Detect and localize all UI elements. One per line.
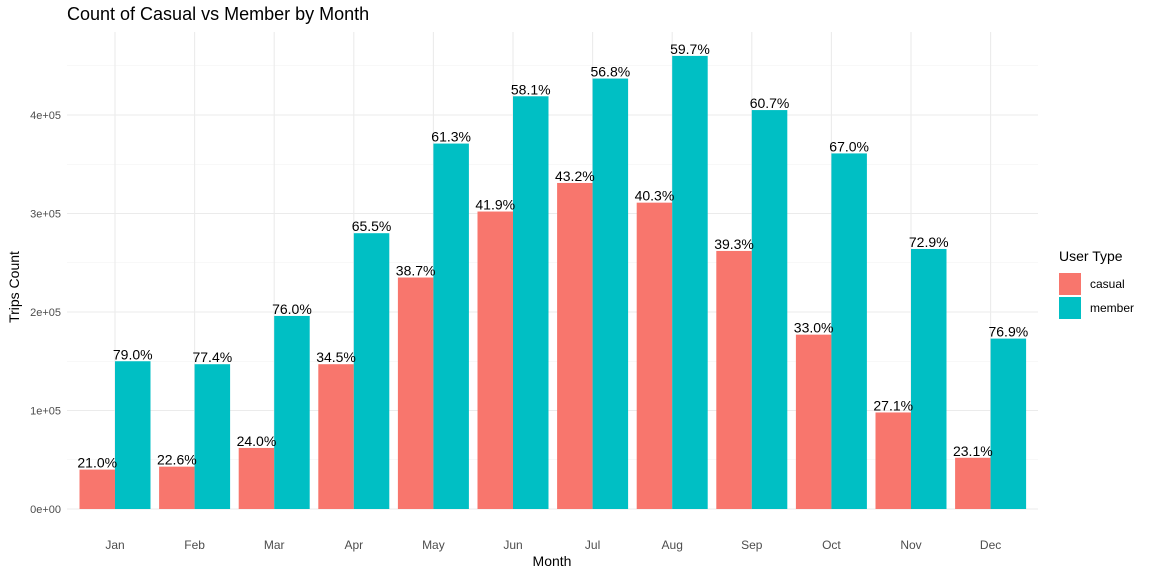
data-label-casual-jul: 43.2% bbox=[555, 168, 595, 184]
data-label-member-jul: 56.8% bbox=[590, 64, 630, 80]
y-tick-label: 1e+05 bbox=[30, 406, 61, 418]
x-axis-title: Month bbox=[533, 553, 572, 569]
data-label-member-jun: 58.1% bbox=[511, 81, 551, 97]
data-label-casual-mar: 24.0% bbox=[237, 433, 277, 449]
bar-member-aug bbox=[672, 55, 708, 510]
data-label-casual-apr: 34.5% bbox=[316, 349, 356, 365]
legend-item-member: member bbox=[1059, 296, 1134, 320]
data-label-member-feb: 77.4% bbox=[192, 349, 232, 365]
legend-item-casual: casual bbox=[1059, 272, 1134, 296]
bar-member-jul bbox=[592, 78, 629, 510]
x-tick-label: Mar bbox=[264, 538, 285, 552]
data-label-member-nov: 72.9% bbox=[909, 234, 949, 250]
data-label-casual-jan: 21.0% bbox=[77, 455, 117, 471]
data-label-casual-nov: 27.1% bbox=[873, 397, 913, 413]
x-tick-label: Jan bbox=[105, 538, 124, 552]
bar-member-sep bbox=[751, 110, 788, 509]
x-axis-ticks: Jan Feb Mar Apr May Jun Jul Aug Sep Oct Nov Dec bbox=[105, 538, 1001, 552]
data-label-casual-feb: 22.6% bbox=[157, 452, 197, 468]
x-tick-label: Aug bbox=[662, 538, 683, 552]
bars bbox=[79, 55, 1027, 510]
data-label-casual-sep: 39.3% bbox=[714, 236, 754, 252]
data-label-member-sep: 60.7% bbox=[750, 95, 790, 111]
data-label-casual-dec: 23.1% bbox=[953, 443, 993, 459]
y-axis-title: Trips Count bbox=[6, 251, 22, 323]
bar-casual-apr bbox=[318, 364, 354, 509]
bar-member-nov bbox=[911, 248, 947, 509]
bar-casual-sep bbox=[716, 250, 752, 509]
data-labels: 21.0% 22.6% 24.0% 34.5% 38.7% 41.9% 43.2% 40.3%… bbox=[77, 41, 1028, 471]
data-label-member-apr: 65.5% bbox=[352, 218, 392, 234]
data-label-casual-oct: 33.0% bbox=[794, 320, 834, 336]
bar-casual-aug bbox=[636, 202, 673, 510]
bar-casual-may bbox=[397, 277, 434, 509]
data-label-casual-jun: 41.9% bbox=[475, 197, 515, 213]
legend-key-casual bbox=[1059, 273, 1081, 295]
x-tick-label: Feb bbox=[184, 538, 205, 552]
x-tick-label: Dec bbox=[980, 538, 1001, 552]
x-tick-label: Oct bbox=[822, 538, 841, 552]
y-axis-ticks: 0e+00 1e+05 2e+05 3e+05 4e+05 bbox=[30, 110, 61, 516]
bar-member-apr bbox=[353, 233, 390, 509]
legend-key-member bbox=[1059, 297, 1081, 319]
y-tick-label: 4e+05 bbox=[30, 110, 61, 122]
x-tick-label: Jul bbox=[585, 538, 600, 552]
x-tick-label: Jun bbox=[503, 538, 522, 552]
bar-casual-dec bbox=[955, 457, 991, 509]
data-label-member-oct: 67.0% bbox=[829, 138, 869, 154]
chart-title: Count of Casual vs Member by Month bbox=[67, 4, 370, 24]
bar-casual-nov bbox=[875, 412, 911, 509]
legend-title: User Type bbox=[1059, 248, 1123, 264]
legend-label-member: member bbox=[1090, 301, 1135, 315]
x-tick-label: Sep bbox=[741, 538, 763, 552]
bar-casual-feb bbox=[159, 466, 195, 509]
data-label-member-may: 61.3% bbox=[431, 129, 471, 145]
legend-label-casual: casual bbox=[1090, 277, 1125, 291]
data-label-member-aug: 59.7% bbox=[670, 41, 710, 57]
data-label-casual-may: 38.7% bbox=[396, 263, 436, 279]
bar-member-mar bbox=[274, 315, 310, 509]
data-label-member-mar: 76.0% bbox=[272, 301, 312, 317]
x-tick-label: Apr bbox=[344, 538, 363, 552]
bar-casual-mar bbox=[238, 447, 275, 509]
bar-casual-oct bbox=[795, 334, 832, 509]
bar-casual-jul bbox=[557, 182, 593, 509]
y-tick-label: 2e+05 bbox=[30, 307, 61, 319]
x-tick-label: May bbox=[422, 538, 445, 552]
data-label-casual-aug: 40.3% bbox=[635, 188, 675, 204]
bar-member-oct bbox=[831, 153, 867, 510]
bar-member-may bbox=[433, 143, 469, 509]
bar-member-jun bbox=[513, 96, 549, 509]
bar-casual-jun bbox=[477, 211, 513, 509]
data-label-member-jan: 79.0% bbox=[113, 346, 153, 362]
bar-member-jan bbox=[115, 361, 151, 509]
y-tick-label: 0e+00 bbox=[30, 504, 61, 516]
data-label-member-dec: 76.9% bbox=[988, 324, 1028, 340]
bar-member-dec bbox=[990, 338, 1027, 509]
x-tick-label: Nov bbox=[900, 538, 921, 552]
y-tick-label: 3e+05 bbox=[30, 209, 61, 221]
legend: User Type casual member bbox=[1059, 248, 1134, 320]
bar-member-feb bbox=[194, 364, 231, 509]
bar-casual-jan bbox=[79, 469, 115, 509]
